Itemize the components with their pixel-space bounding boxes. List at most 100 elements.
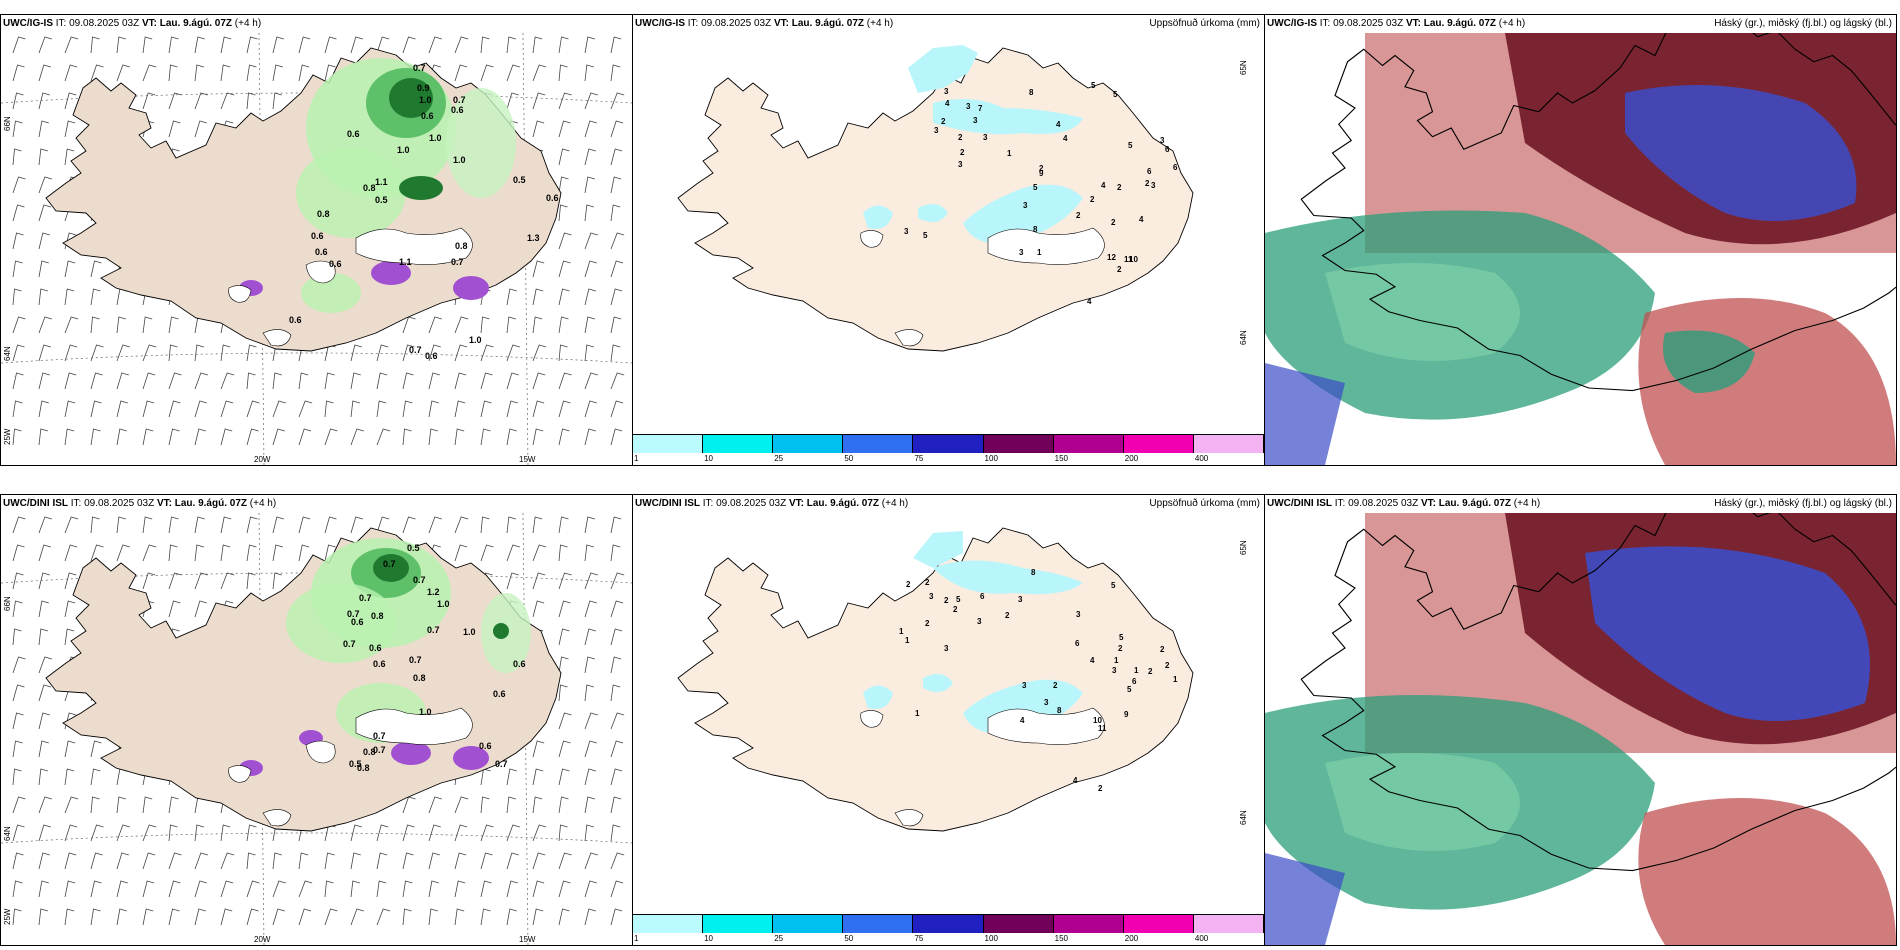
value-label: 3 — [944, 87, 949, 96]
colorbar-tick-label: 150 — [1054, 454, 1069, 463]
panel-title: Háský (gr.), miðský (fj.bl.) og lágský (… — [1714, 18, 1892, 29]
wind-precip-map — [1, 513, 632, 945]
panel-header: UWC/DINI ISL IT: 09.08.2025 03Z VT: Lau.… — [3, 498, 277, 509]
value-label: 9 — [1039, 169, 1044, 178]
value-label: 2 — [944, 596, 949, 605]
value-label: 3 — [904, 227, 909, 236]
value-label: 4 — [1063, 134, 1068, 143]
value-label: 4 — [945, 99, 950, 108]
value-label: 0.5 — [513, 175, 526, 185]
value-label: 4 — [1090, 656, 1095, 665]
value-label: 0.7 — [413, 575, 426, 585]
colorbar-segment — [983, 915, 1054, 933]
value-label: 3 — [1019, 248, 1024, 257]
lat-label: 66N — [3, 596, 12, 611]
colorbar-tick-label: 50 — [844, 934, 854, 943]
value-label: 2 — [1160, 645, 1165, 654]
colorbar-tick-label: 25 — [774, 934, 784, 943]
value-label: 8 — [1057, 706, 1062, 715]
colorbar-ticks: 1 10 25 50 75 100 150 200 400 — [633, 453, 1264, 465]
value-label: 2 — [941, 117, 946, 126]
value-label: 1 — [899, 627, 904, 636]
value-label: 2 — [1005, 611, 1010, 620]
value-label: 11 — [1098, 724, 1107, 733]
panel-row1-wind-precip: UWC/IG-IS IT: 09.08.2025 03Z VT: Lau. 9.… — [0, 14, 633, 466]
lon-label: 15W — [519, 935, 536, 944]
value-label: 0.6 — [329, 259, 342, 269]
value-label: 3 — [1076, 610, 1081, 619]
colorbar-tick-label: 100 — [984, 454, 998, 463]
colorbar-tick-label: 10 — [704, 934, 714, 943]
value-label: 3 — [1022, 681, 1027, 690]
colorbar-segment — [773, 435, 844, 453]
colorbar-ticks: 1 10 25 50 75 100 150 200 400 — [633, 933, 1264, 945]
value-label: 3 — [929, 592, 934, 601]
colorbar-segment — [913, 915, 984, 933]
value-label: 0.9 — [417, 83, 430, 93]
value-label: 1.0 — [397, 145, 410, 155]
value-label: 0.7 — [409, 655, 422, 665]
colorbar — [633, 914, 1264, 933]
value-label: 3 — [934, 126, 939, 135]
value-label: 0.6 — [546, 193, 559, 203]
value-label: 1.0 — [463, 627, 476, 637]
accum-precip-map — [677, 527, 1194, 832]
value-label: 1 — [1173, 675, 1178, 684]
value-label: 2 — [960, 148, 965, 157]
value-label: 2 — [1039, 164, 1044, 173]
value-label: 0.7 — [451, 257, 464, 267]
colorbar-tick-label: 1 — [634, 454, 639, 463]
lat-label: 25W — [3, 428, 12, 445]
value-label: 1.0 — [419, 95, 432, 105]
colorbar — [633, 434, 1264, 453]
colorbar-tick-label: 1 — [634, 934, 639, 943]
panel-header: UWC/IG-IS IT: 09.08.2025 03Z VT: Lau. 9.… — [635, 18, 894, 29]
value-label: 12 — [1107, 253, 1116, 262]
value-label: 1.2 — [427, 587, 440, 597]
colorbar-segment — [633, 915, 704, 933]
cloud-map — [1265, 513, 1896, 945]
value-label: 0.7 — [409, 345, 422, 355]
value-label: 8 — [1033, 225, 1038, 234]
colorbar-tick-label: 25 — [774, 454, 784, 463]
value-label: 2 — [1145, 179, 1150, 188]
value-label: 1 — [1007, 149, 1012, 158]
value-label: 1.0 — [429, 133, 442, 143]
value-label: 2 — [953, 605, 958, 614]
panel-header: UWC/IG-IS IT: 09.08.2025 03Z VT: Lau. 9.… — [3, 18, 262, 29]
panel-header: UWC/DINI ISL IT: 09.08.2025 03Z VT: Lau.… — [635, 498, 909, 509]
value-label: 5 — [1128, 141, 1133, 150]
value-label: 0.5 — [349, 759, 362, 769]
panel-title: Uppsöfnuð úrkoma (mm) — [1149, 18, 1260, 29]
lat-label: 25W — [3, 908, 12, 925]
value-label: 4 — [1073, 776, 1078, 785]
value-label: 1.0 — [437, 599, 450, 609]
value-label: 5 — [923, 231, 928, 240]
value-label: 4 — [1020, 716, 1025, 725]
value-label: 4 — [1087, 297, 1092, 306]
colorbar-segment — [1123, 915, 1194, 933]
value-label: 6 — [1132, 677, 1137, 686]
colorbar-tick-label: 200 — [1124, 454, 1139, 463]
colorbar-segment — [1193, 435, 1264, 453]
value-label: 2 — [925, 578, 930, 587]
panel-row2-wind-precip: UWC/DINI ISL IT: 09.08.2025 03Z VT: Lau.… — [0, 494, 633, 946]
value-label: 0.6 — [289, 315, 302, 325]
value-label: 0.7 — [453, 95, 466, 105]
value-label: 1 — [915, 709, 920, 718]
lat-label: 66N — [3, 116, 12, 131]
value-label: 0.7 — [343, 639, 356, 649]
colorbar-segment — [1123, 435, 1194, 453]
value-label: 2 — [925, 619, 930, 628]
colorbar-tick-label: 200 — [1124, 934, 1139, 943]
value-label: 0.7 — [383, 559, 396, 569]
value-label: 0.7 — [373, 731, 386, 741]
value-label: 0.6 — [369, 643, 382, 653]
lat-label: 64N — [1239, 810, 1249, 825]
lat-label: 65N — [1239, 540, 1249, 555]
colorbar-tick-label: 10 — [704, 454, 714, 463]
lon-label: 15W — [519, 455, 536, 464]
value-label: 6 — [1147, 167, 1152, 176]
value-label: 0.8 — [357, 763, 370, 773]
value-label: 2 — [1117, 265, 1122, 274]
